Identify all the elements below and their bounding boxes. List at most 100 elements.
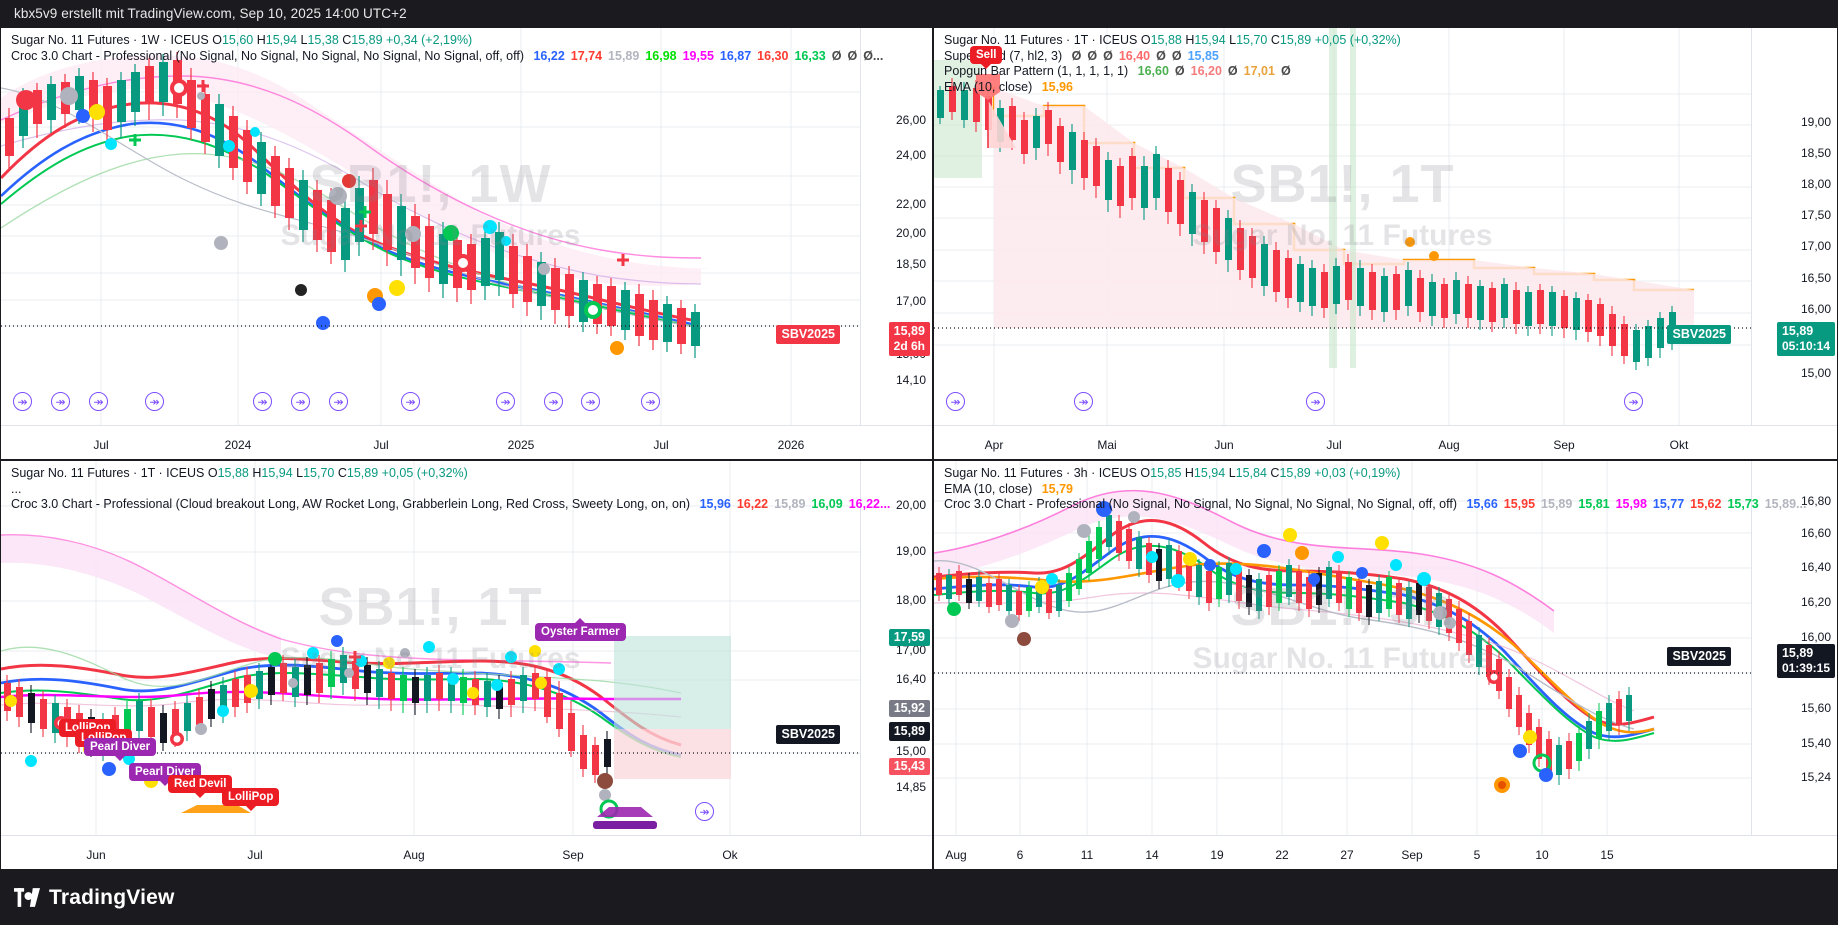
pane-weekly-time-axis[interactable]: Jul 2024 Jul 2025 Jul 2026 [1,425,932,459]
pane-daily-croc-price-axis[interactable]: 20,00 19,00 18,00 17,00 16,40 15,00 14,8… [860,461,932,835]
last-price-value: 15,89 [1781,646,1814,660]
x-tick: Sep [1553,438,1575,452]
x-tick: Ok [722,848,738,862]
last-price-tag[interactable]: 15,89 05:10:14 [1776,322,1835,356]
signal-bubble-sell[interactable]: Sell [970,46,1003,69]
y-tick: 20,00 [895,226,926,240]
jump-marker[interactable]: ↠ [544,392,563,411]
ticker-price-tag[interactable]: SBV2025 [1667,647,1731,666]
x-tick: Jul [373,438,389,452]
chart-grid: SB1!, 1W Sugar No. 11 Futures [0,27,1838,870]
jump-marker[interactable]: ↠ [1306,392,1325,411]
x-tick: Sep [1401,848,1423,862]
pane-weekly[interactable]: SB1!, 1W Sugar No. 11 Futures [0,27,933,460]
jump-marker[interactable]: ↠ [641,392,660,411]
x-tick: Jul [247,848,263,862]
topbar-caption: kbx5v9 erstellt mit TradingView.com, Sep… [14,6,407,21]
pane-3h-canvas [934,461,1751,835]
target-price-tag[interactable]: 17,59 [888,629,930,646]
pane-daily-supertrend[interactable]: SB1!, 1T Sugar No. 11 Futures [933,27,1838,460]
jump-marker[interactable]: ↠ [253,392,272,411]
x-tick: 5 [1473,848,1481,862]
ticker-price-tag[interactable]: SBV2025 [776,325,840,344]
stop-price-tag[interactable]: 15,43 [888,758,930,775]
last-price-value: 15,89 [893,724,925,738]
y-tick: 16,00 [1800,302,1831,316]
jump-marker[interactable]: ↠ [1074,392,1093,411]
topbar: kbx5v9 erstellt mit TradingView.com, Sep… [0,0,1838,27]
pane-weekly-plot[interactable]: SB1!, 1W Sugar No. 11 Futures [1,28,860,425]
jump-marker[interactable]: ↠ [695,802,714,821]
x-tick: 10 [1535,848,1549,862]
signal-bubble-oyster-farmer[interactable]: Oyster Farmer [535,618,626,641]
x-tick: Okt [1669,438,1689,452]
pane-daily-supertrend-price-axis[interactable]: 19,00 18,50 18,00 17,50 17,00 16,50 16,0… [1751,28,1837,425]
jump-marker[interactable]: ↠ [145,392,164,411]
last-price-value: 15,89 [1781,324,1814,338]
tradingview-logo-icon [14,888,40,907]
y-tick: 16,50 [1800,271,1831,285]
pane-daily-croc-time-axis[interactable]: Jun Jul Aug Sep Ok [1,835,932,869]
tradingview-brand: TradingView [49,885,175,909]
y-tick: 15,00 [895,744,926,758]
pane-daily-supertrend-plot[interactable]: SB1!, 1T Sugar No. 11 Futures [934,28,1751,425]
x-tick: Apr [984,438,1004,452]
y-tick: 14,85 [895,780,926,794]
jump-marker[interactable]: ↠ [496,392,515,411]
y-tick: 18,00 [895,593,926,607]
x-tick: 22 [1275,848,1289,862]
jump-marker[interactable]: ↠ [13,392,32,411]
y-tick: 20,00 [895,498,926,512]
jump-marker[interactable]: ↠ [291,392,310,411]
x-tick: 15 [1600,848,1614,862]
pane-weekly-canvas [1,28,860,425]
signal-bubble-red-devil[interactable]: Red Devil [168,775,233,798]
x-tick: 2026 [777,438,805,452]
y-tick: 18,00 [1800,177,1831,191]
jump-marker[interactable]: ↠ [401,392,420,411]
pane-daily-supertrend-time-axis[interactable]: Apr Mai Jun Jul Aug Sep Okt [934,425,1837,459]
pane-daily-croc[interactable]: SB1!, 1T Sugar No. 11 Futures [0,460,933,870]
last-price-tag[interactable]: 15,89 [888,722,930,741]
x-tick: 6 [1016,848,1024,862]
x-tick: 11 [1080,848,1094,862]
last-price-tag[interactable]: 15,89 2d 6h [888,322,930,356]
jump-marker[interactable]: ↠ [51,392,70,411]
countdown-value: 01:39:15 [1781,661,1830,675]
signal-bubble-lollipop[interactable]: LolliPop [222,788,280,811]
y-tick: 14,10 [895,373,926,387]
y-tick: 15,24 [1800,770,1831,784]
y-tick: 18,50 [1800,146,1831,160]
x-tick: Jul [93,438,109,452]
x-tick: Aug [403,848,425,862]
signal-bubble-pearl-diver[interactable]: Pearl Diver [84,738,157,761]
jump-marker[interactable]: ↠ [581,392,600,411]
y-tick: 16,00 [1800,630,1831,644]
jump-marker[interactable]: ↠ [1624,392,1643,411]
footer-bar: TradingView [0,870,1838,925]
y-tick: 15,40 [1800,736,1831,750]
ticker-price-tag[interactable]: SBV2025 [1667,325,1731,344]
x-tick: 27 [1340,848,1354,862]
y-tick: 26,00 [895,113,926,127]
y-tick: 17,00 [895,294,926,308]
pane-3h-time-axis[interactable]: Aug 6 11 14 19 22 27 Sep 5 10 15 [934,835,1837,869]
jump-marker[interactable]: ↠ [946,392,965,411]
x-tick: Aug [945,848,967,862]
pane-3h[interactable]: SB1!, 3h Sugar No. 11 Futures [933,460,1838,870]
y-tick: 16,40 [1800,560,1831,574]
jump-marker[interactable]: ↠ [329,392,348,411]
ticker-price-tag[interactable]: SBV2025 [776,725,840,744]
last-price-tag[interactable]: 15,89 01:39:15 [1776,644,1835,678]
jump-marker[interactable]: ↠ [89,392,108,411]
pane-weekly-price-axis[interactable]: 26,00 24,00 22,00 20,00 18,50 17,00 15,0… [860,28,932,425]
x-tick: Aug [1438,438,1460,452]
ma-price-tag[interactable]: 15,92 [888,700,930,717]
y-tick: 24,00 [895,148,926,162]
pane-daily-supertrend-canvas [934,28,1751,425]
y-tick: 15,60 [1800,701,1831,715]
pane-daily-croc-plot[interactable]: SB1!, 1T Sugar No. 11 Futures [1,461,860,835]
pane-3h-plot[interactable]: SB1!, 3h Sugar No. 11 Futures [934,461,1751,835]
y-tick: 17,00 [895,643,926,657]
